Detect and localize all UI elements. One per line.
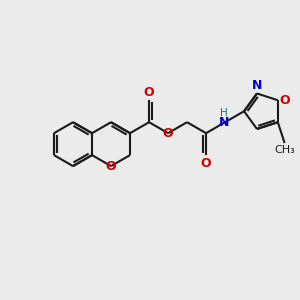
Text: O: O (163, 127, 173, 140)
Text: H: H (220, 108, 228, 118)
Text: O: O (144, 86, 154, 99)
Text: CH₃: CH₃ (274, 145, 295, 154)
Text: N: N (252, 79, 262, 92)
Text: O: O (106, 160, 116, 172)
Text: O: O (279, 94, 290, 107)
Text: N: N (219, 116, 230, 129)
Text: O: O (201, 157, 212, 169)
